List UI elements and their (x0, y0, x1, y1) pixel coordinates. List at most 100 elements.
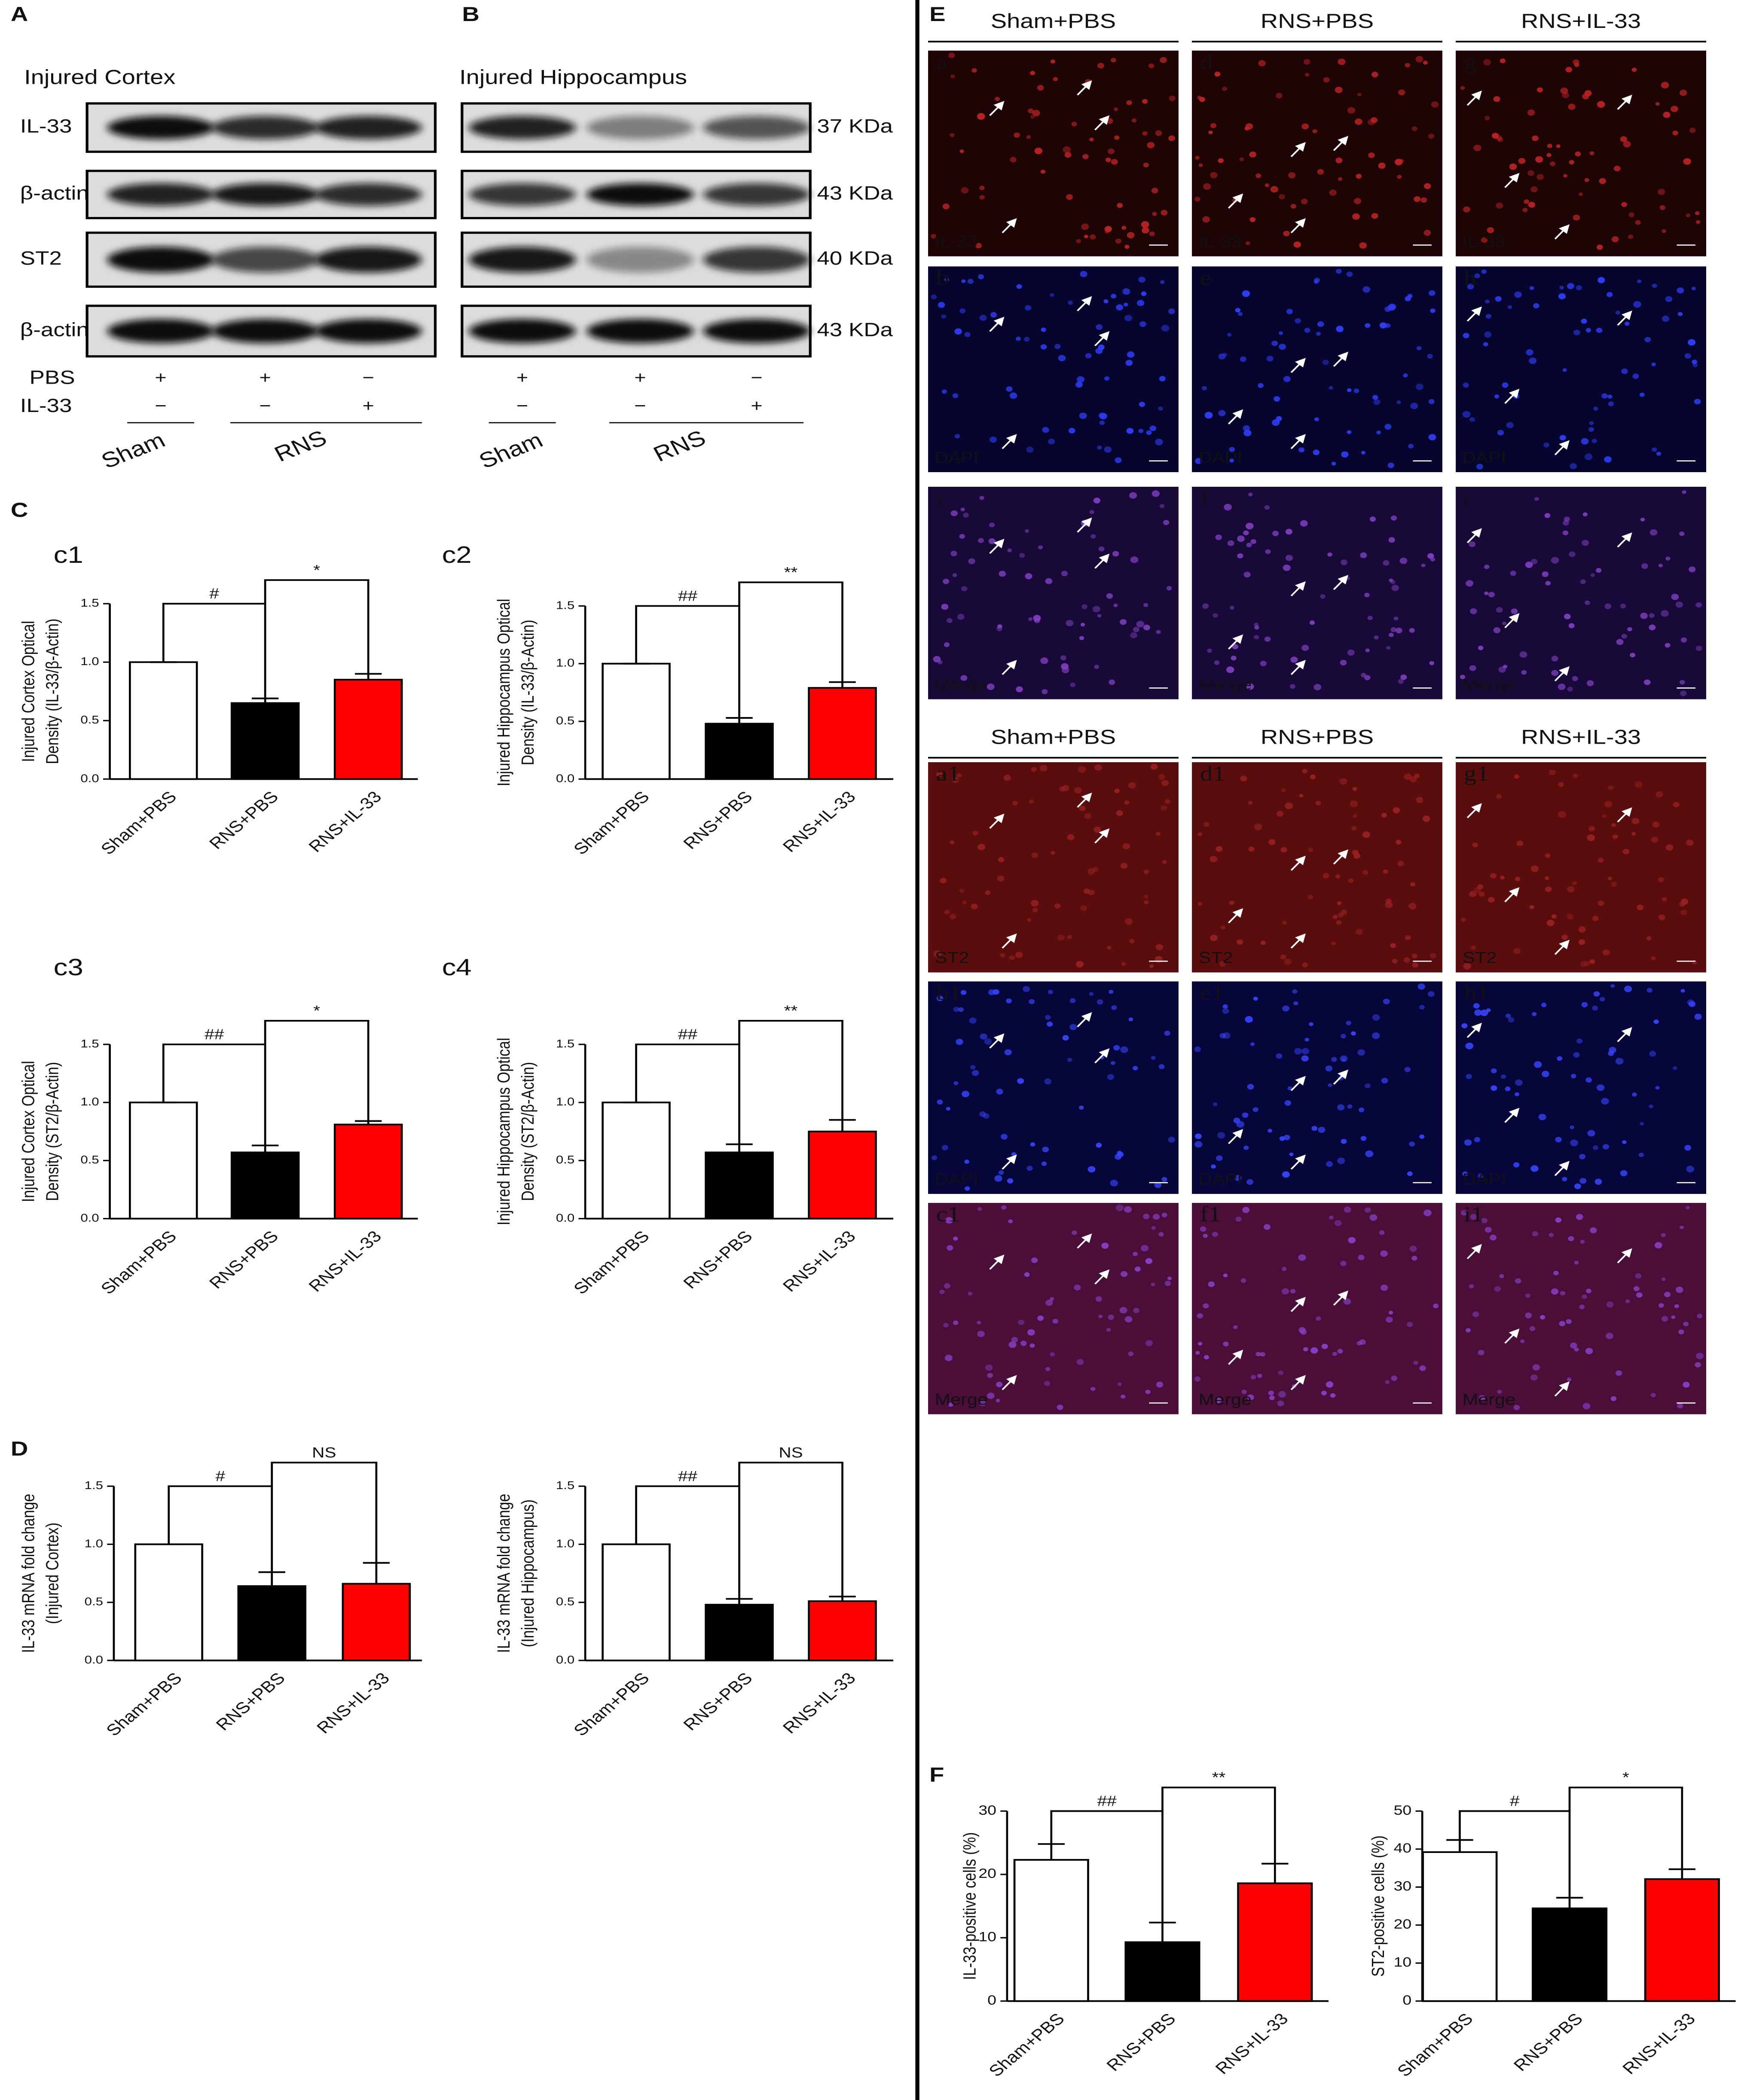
chart-label: c3 (54, 954, 83, 980)
cell-signal (1364, 592, 1370, 598)
cell-signal (1604, 801, 1613, 808)
cell-signal (1632, 1092, 1637, 1097)
cell-signal (953, 1320, 959, 1325)
channel-label: ST2 (935, 949, 969, 967)
cell-signal (1106, 593, 1113, 599)
cell-signal (1290, 1289, 1296, 1294)
cell-signal (1620, 1170, 1628, 1176)
cell-signal (1028, 108, 1034, 113)
cell-signal (1027, 1329, 1035, 1336)
cell-signal (1152, 212, 1157, 216)
cell-signal (940, 877, 947, 884)
cell-signal (1336, 920, 1342, 925)
cell-signal (1048, 989, 1054, 995)
cell-signal (939, 1289, 945, 1294)
cell-signal (1038, 545, 1043, 549)
micrograph-letter: i (1464, 486, 1471, 510)
cell-signal (1584, 961, 1590, 966)
cell-signal (1530, 1374, 1538, 1381)
arrow (1002, 659, 1017, 675)
micrograph-letter: f (1200, 486, 1209, 510)
cell-signal (1329, 386, 1333, 390)
cell-signal (1371, 71, 1378, 78)
cell-signal (1430, 308, 1436, 313)
cell-signal (1057, 934, 1065, 941)
cell-signal (1194, 1376, 1201, 1382)
cell-signal (1409, 1245, 1417, 1252)
arrow (1554, 1161, 1570, 1176)
cell-signal (1303, 59, 1310, 65)
cell-signal (997, 624, 1002, 629)
cell-signal (1335, 874, 1341, 879)
arrow (1504, 1108, 1520, 1123)
cell-signal (1527, 170, 1534, 176)
cell-signal (1312, 129, 1317, 134)
cell-signal (944, 910, 950, 915)
cell-signal (1124, 800, 1130, 805)
cell-signal (943, 578, 950, 584)
cell-signal (1356, 174, 1362, 179)
cell-signal (1235, 308, 1241, 313)
cell-signal (931, 294, 937, 299)
cell-signal (1111, 58, 1116, 63)
cell-signal (1218, 410, 1226, 416)
arrow (989, 813, 1005, 829)
cell-signal (1398, 679, 1404, 684)
cell-signal (1692, 360, 1697, 364)
y-tick-label: 0 (987, 1993, 996, 2008)
cell-signal (1665, 296, 1673, 302)
cell-signal (1338, 177, 1343, 181)
cell-signal (1528, 201, 1535, 208)
cell-signal (1562, 368, 1567, 372)
cell-signal (1559, 1321, 1566, 1327)
cell-signal (931, 234, 936, 239)
cell-signal (1604, 456, 1612, 463)
cell-signal (1565, 67, 1573, 73)
micrograph-letter: d (1200, 50, 1213, 73)
blot-band (315, 247, 422, 273)
cell-signal (1247, 1394, 1254, 1401)
cell-signal (1203, 183, 1211, 190)
channel-label: Merge (1463, 676, 1516, 693)
cell-signal (1317, 321, 1324, 327)
cell-signal (1464, 1139, 1472, 1146)
cell-signal (1581, 438, 1589, 445)
cell-signal (1195, 458, 1203, 464)
arrow (1617, 310, 1632, 326)
cell-signal (1628, 212, 1635, 217)
cell-signal (1060, 655, 1066, 661)
cell-signal (1564, 516, 1570, 522)
cell-signal (978, 538, 984, 543)
cell-signal (1229, 900, 1234, 905)
cell-signal (1076, 376, 1085, 383)
cell-signal (1133, 627, 1139, 632)
cell-signal (1429, 953, 1436, 958)
cell-signal (1412, 962, 1418, 968)
cell-signal (1539, 1315, 1546, 1320)
cell-signal (1649, 1104, 1653, 1108)
cell-signal (1646, 936, 1652, 940)
panel-label: D (11, 1437, 28, 1460)
cell-signal (1121, 1271, 1128, 1277)
cell-signal (1416, 346, 1422, 351)
cell-signal (1637, 279, 1642, 283)
cell-signal (1064, 152, 1072, 158)
bar (705, 1604, 774, 1661)
cell-signal (1508, 1017, 1515, 1023)
cell-signal (1640, 613, 1648, 619)
cell-signal (1677, 312, 1683, 316)
cell-signal (1346, 271, 1353, 277)
cell-signal (1031, 900, 1039, 907)
cell-signal (1483, 342, 1488, 347)
cell-signal (1279, 194, 1285, 200)
cell-signal (1683, 1322, 1689, 1327)
arrow (989, 1255, 1005, 1270)
cell-signal (1147, 142, 1155, 149)
cell-signal (1045, 1299, 1053, 1306)
y-tick-label: 0 (1402, 1993, 1411, 2008)
blot-band (107, 319, 214, 343)
significance-bracket (635, 1043, 740, 1145)
cell-signal (1332, 1352, 1338, 1356)
cell-signal (1665, 844, 1674, 851)
cell-signal (1076, 239, 1081, 244)
